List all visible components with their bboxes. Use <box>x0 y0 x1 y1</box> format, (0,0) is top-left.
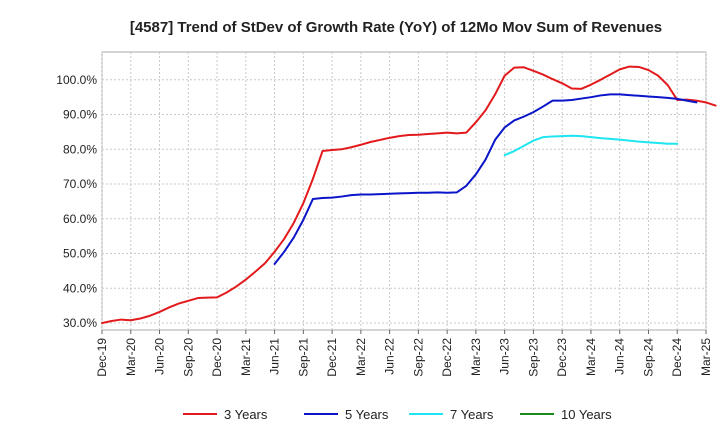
x-tick-label: Mar-21 <box>239 338 253 376</box>
x-tick-label: Mar-24 <box>584 338 598 376</box>
x-tick-label: Sep-22 <box>411 338 425 377</box>
x-tick-label: Dec-19 <box>95 338 109 377</box>
x-tick-label: Jun-24 <box>613 338 627 375</box>
x-tick-label: Jun-23 <box>498 338 512 375</box>
x-tick-label: Sep-24 <box>641 338 655 377</box>
plot-area <box>101 51 707 331</box>
series-layer <box>101 65 717 325</box>
x-tick-label: Mar-20 <box>124 338 138 376</box>
x-tick-label: Dec-24 <box>670 338 684 377</box>
x-tick-label: Mar-25 <box>699 338 713 376</box>
y-tick-label: 80.0% <box>63 142 97 156</box>
chart-title: [4587] Trend of StDev of Growth Rate (Yo… <box>130 19 662 36</box>
x-tick-label: Dec-23 <box>555 338 569 377</box>
y-tick-label: 50.0% <box>63 247 97 261</box>
legend: 3 Years 5 Years 7 Years 10 Years <box>183 407 612 422</box>
x-tick-label: Jun-22 <box>383 338 397 375</box>
legend-label-10-years: 10 Years <box>561 407 612 422</box>
x-tick-label: Jun-20 <box>153 338 167 375</box>
x-tick-label: Jun-21 <box>268 338 282 375</box>
y-tick-label: 90.0% <box>63 108 97 122</box>
x-tick-label: Sep-21 <box>296 338 310 377</box>
series-line-7-years <box>503 134 679 157</box>
grid-layer <box>101 52 707 330</box>
x-tick-label: Dec-22 <box>440 338 454 377</box>
y-tick-label: 100.0% <box>56 73 97 87</box>
y-tick-label: 70.0% <box>63 177 97 191</box>
x-tick-label: Mar-22 <box>354 338 368 376</box>
y-tick-label: 60.0% <box>63 212 97 226</box>
x-tick-label: Mar-23 <box>469 338 483 376</box>
series-line-5-years <box>273 93 698 265</box>
series-line-3-years <box>101 65 717 325</box>
x-tick-label: Sep-23 <box>526 338 540 377</box>
x-tick-label: Dec-21 <box>325 338 339 377</box>
x-tick-label: Sep-20 <box>181 338 195 377</box>
y-tick-label: 40.0% <box>63 281 97 295</box>
legend-label-5-years: 5 Years <box>345 407 389 422</box>
x-tick-label: Dec-20 <box>210 338 224 377</box>
legend-label-3-years: 3 Years <box>224 407 268 422</box>
y-tick-label: 30.0% <box>63 316 97 330</box>
axis-layer: 30.0% 40.0% 50.0% 60.0% 70.0% 80.0% 90.0% 100.0… <box>56 73 713 377</box>
legend-label-7-years: 7 Years <box>450 407 494 422</box>
